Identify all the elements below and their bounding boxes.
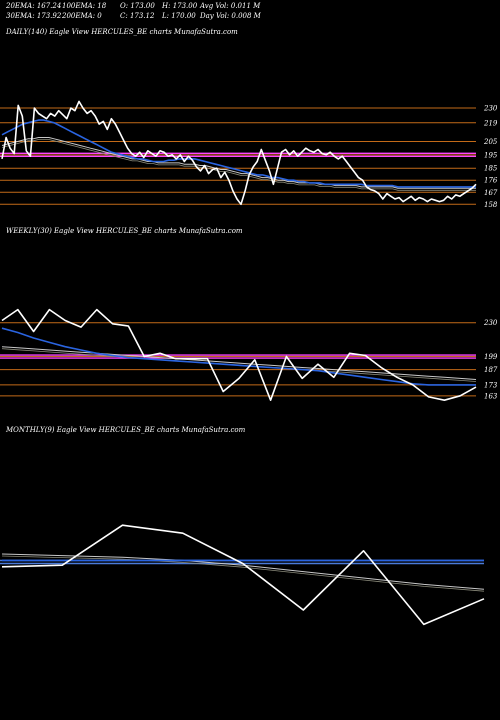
- header-close: C: 173.12: [120, 12, 155, 20]
- daily-panel-title: DAILY(140) Eagle View HERCULES_BE charts…: [6, 28, 238, 36]
- y-tick-label: 167: [484, 189, 498, 197]
- y-tick-label: 205: [483, 138, 498, 146]
- price-series-line: [1, 100, 477, 206]
- ema-slow-shadow-line: [1, 555, 485, 592]
- header-low: L: 170.00: [162, 12, 196, 20]
- header-avg-vol: Avg Vol: 0.011 M: [200, 2, 261, 10]
- ema-slow-shadow-line: [1, 139, 476, 191]
- price-series-line: [1, 308, 477, 402]
- header-ema30: 30EMA: 173.92: [6, 12, 62, 20]
- header-open: O: 173.00: [120, 2, 155, 10]
- header-ema200: 200EMA: 0: [62, 12, 102, 20]
- header-high: H: 173.00: [162, 2, 198, 10]
- y-tick-label: 158: [484, 201, 498, 209]
- y-tick-label: 187: [484, 366, 498, 374]
- y-tick-label: 199: [484, 353, 498, 361]
- ema-fast-series-line: [1, 119, 476, 188]
- monthly-panel-title: MONTHLY(9) Eagle View HERCULES_BE charts…: [6, 426, 246, 434]
- ema-slow-series-line: [1, 553, 485, 590]
- header-ema100: 100EMA: 18: [62, 2, 107, 10]
- header-day-vol: Day Vol: 0.008 M: [200, 12, 261, 20]
- y-tick-label: 163: [484, 392, 498, 400]
- y-tick-label: 176: [484, 177, 498, 185]
- ema-slow-series-line: [1, 137, 476, 189]
- ema-slow-series-line: [1, 346, 477, 380]
- y-tick-label: 185: [484, 165, 498, 173]
- price-series-line: [1, 524, 485, 626]
- y-tick-label: 219: [483, 119, 498, 127]
- header-ema20: 20EMA: 167.24: [6, 2, 62, 10]
- y-tick-label: 230: [483, 105, 498, 113]
- y-tick-label: 195: [484, 151, 498, 159]
- weekly-panel-title: WEEKLY(30) Eagle View HERCULES_BE charts…: [6, 227, 243, 235]
- y-tick-label: 230: [483, 319, 498, 327]
- ema-fast-series-line: [1, 327, 476, 386]
- y-tick-label: 173: [484, 381, 498, 389]
